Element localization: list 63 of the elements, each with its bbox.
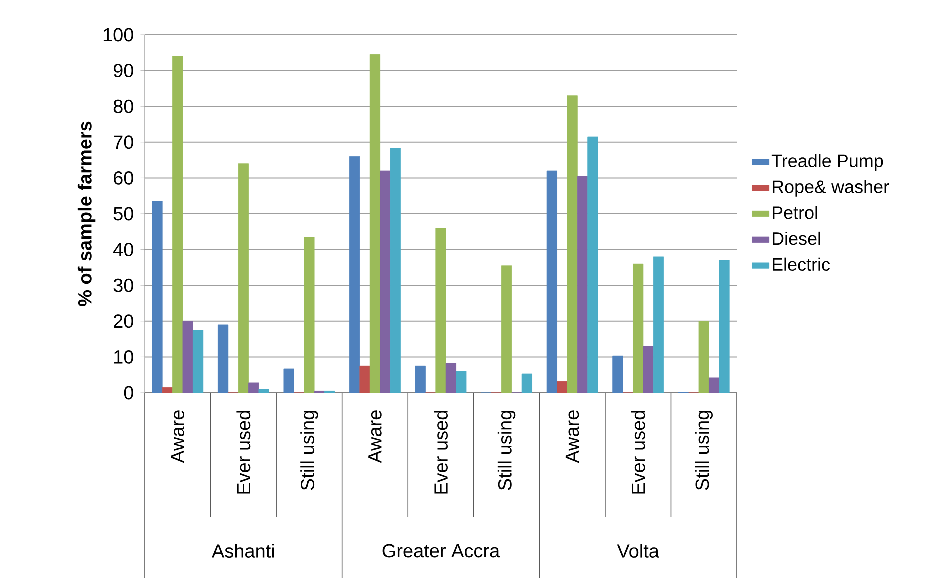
text: Ashanti — [212, 544, 274, 558]
legend-label: Electric — [773, 258, 830, 272]
x-tick-label: Aware — [368, 410, 382, 464]
bar — [162, 387, 173, 394]
legend-label: Petrol — [773, 206, 818, 220]
bar — [360, 366, 370, 394]
y-tick-label: 20 — [114, 314, 134, 328]
bar — [415, 366, 426, 394]
x-tick-label: Ever used — [434, 411, 448, 494]
y-tick-label: 10 — [114, 350, 134, 364]
bar — [390, 148, 401, 394]
bar — [248, 382, 260, 394]
x-tick-label: Still using — [695, 411, 713, 490]
x-tick-label: Ever used — [236, 411, 251, 494]
bar — [172, 56, 184, 394]
bar — [588, 136, 598, 394]
bar — [304, 237, 315, 394]
bar — [709, 378, 720, 394]
bar — [350, 156, 360, 394]
bar — [522, 374, 532, 394]
bar — [501, 266, 512, 394]
bar — [719, 260, 730, 394]
bar — [633, 264, 644, 394]
y-tick-label: 50 — [114, 207, 134, 221]
bar — [612, 356, 624, 394]
bar — [577, 176, 588, 394]
bar — [238, 164, 249, 394]
x-tick-label: Still using — [498, 411, 516, 490]
bar — [446, 363, 456, 394]
bar — [152, 201, 163, 394]
bar — [284, 368, 294, 394]
y-axis-title: % of sample farmers — [78, 122, 96, 306]
bar — [218, 324, 229, 394]
y-tick-label: 80 — [114, 100, 134, 114]
bar — [643, 346, 654, 394]
bar — [653, 256, 664, 394]
y-tick-label: 60 — [114, 171, 134, 185]
y-tick-label: 100 — [104, 28, 134, 42]
text: Greater Accra — [382, 544, 500, 558]
x-tick-label: Still using — [300, 411, 318, 490]
bar — [456, 371, 467, 394]
y-tick-label: 0 — [124, 386, 134, 400]
text: Volta — [617, 544, 660, 558]
bar — [182, 321, 194, 394]
y-tick-label: 30 — [114, 278, 134, 292]
y-tick-label: 40 — [114, 243, 134, 257]
bar — [557, 381, 568, 394]
bar — [258, 389, 270, 394]
bar — [546, 170, 558, 394]
bar — [192, 330, 204, 394]
bar — [370, 54, 381, 394]
x-tick-label: Aware — [171, 410, 185, 464]
bar — [567, 96, 578, 394]
bar — [436, 228, 446, 394]
legend-label: Rope& washer — [773, 180, 890, 197]
y-tick-label: 90 — [114, 64, 134, 78]
legend-label: Diesel — [773, 232, 820, 246]
bar — [380, 170, 391, 394]
y-tick-label: 70 — [114, 136, 134, 150]
x-tick-label: Ever used — [631, 411, 646, 494]
bar — [698, 321, 710, 394]
legend-label: Treadle Pump — [772, 154, 884, 172]
x-tick-label: Aware — [566, 410, 580, 464]
